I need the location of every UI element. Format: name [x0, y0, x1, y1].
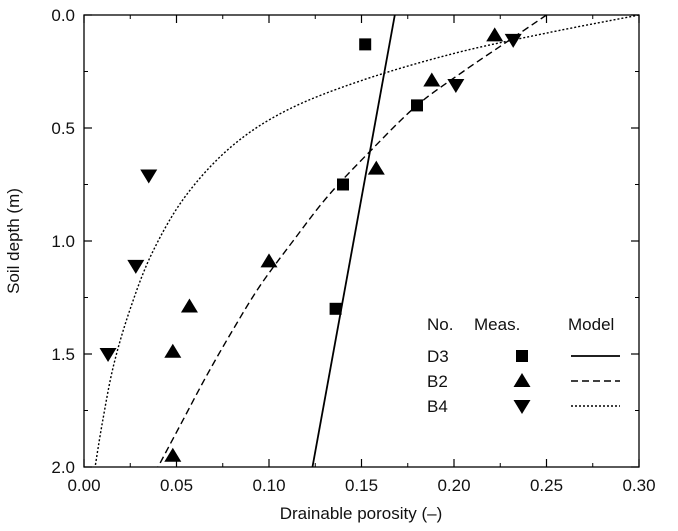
point-d3-4 — [329, 302, 342, 315]
model-curve-d3 — [311, 14, 396, 468]
x-axis-title: Drainable porosity (–) — [280, 504, 443, 523]
legend-header-model: Model — [568, 315, 614, 334]
y-axis-title: Soil depth (m) — [4, 188, 23, 294]
legend-marker-d3 — [516, 350, 528, 362]
point-b2-4 — [260, 253, 278, 268]
axis-ticks: 0.00 0.05 0.10 0.15 0.20 0.25 0.30 0.0 0.5 1.0 1.5… — [51, 6, 655, 495]
x-tick-label-2: 0.10 — [252, 476, 285, 495]
legend-marker-b4 — [513, 400, 531, 414]
point-b2-1 — [486, 27, 504, 42]
point-b4-3 — [140, 169, 158, 184]
plot-area — [94, 14, 640, 468]
point-b2-5 — [180, 298, 198, 313]
point-b2-3 — [367, 160, 385, 175]
model-curve-b4 — [94, 14, 640, 468]
legend-label-b4: B4 — [427, 397, 448, 416]
x-tick-label-6: 0.30 — [622, 476, 655, 495]
legend-label-b2: B2 — [427, 372, 448, 391]
y-tick-label-2: 1.0 — [51, 232, 75, 251]
legend: No. Meas. Model D3 B2 B4 — [427, 315, 620, 416]
point-b4-5 — [99, 348, 117, 362]
point-d3-2 — [411, 99, 423, 112]
y-tick-label-4: 2.0 — [51, 458, 75, 477]
point-b2-6 — [164, 343, 182, 358]
x-tick-label-1: 0.05 — [160, 476, 193, 495]
x-tick-label-4: 0.20 — [437, 476, 470, 495]
y-tick-label-1: 0.5 — [51, 119, 75, 138]
point-b4-1 — [504, 33, 522, 48]
point-b4-4 — [127, 259, 145, 274]
x-tick-label-0: 0.00 — [67, 476, 100, 495]
legend-label-d3: D3 — [427, 347, 449, 366]
y-tick-label-0: 0.0 — [51, 6, 75, 25]
point-d3-1 — [359, 38, 372, 51]
legend-marker-b2 — [513, 373, 531, 387]
y-tick-label-3: 1.5 — [51, 345, 75, 364]
plot-frame — [83, 14, 640, 468]
point-b2-7 — [164, 447, 182, 462]
x-tick-label-5: 0.25 — [530, 476, 563, 495]
model-curve-b2 — [157, 14, 547, 468]
legend-header-no: No. — [427, 315, 453, 334]
legend-header-meas: Meas. — [474, 315, 520, 334]
point-b4-2 — [447, 79, 465, 94]
point-b2-2 — [423, 72, 441, 87]
x-tick-label-3: 0.15 — [345, 476, 378, 495]
point-d3-3 — [337, 178, 349, 191]
